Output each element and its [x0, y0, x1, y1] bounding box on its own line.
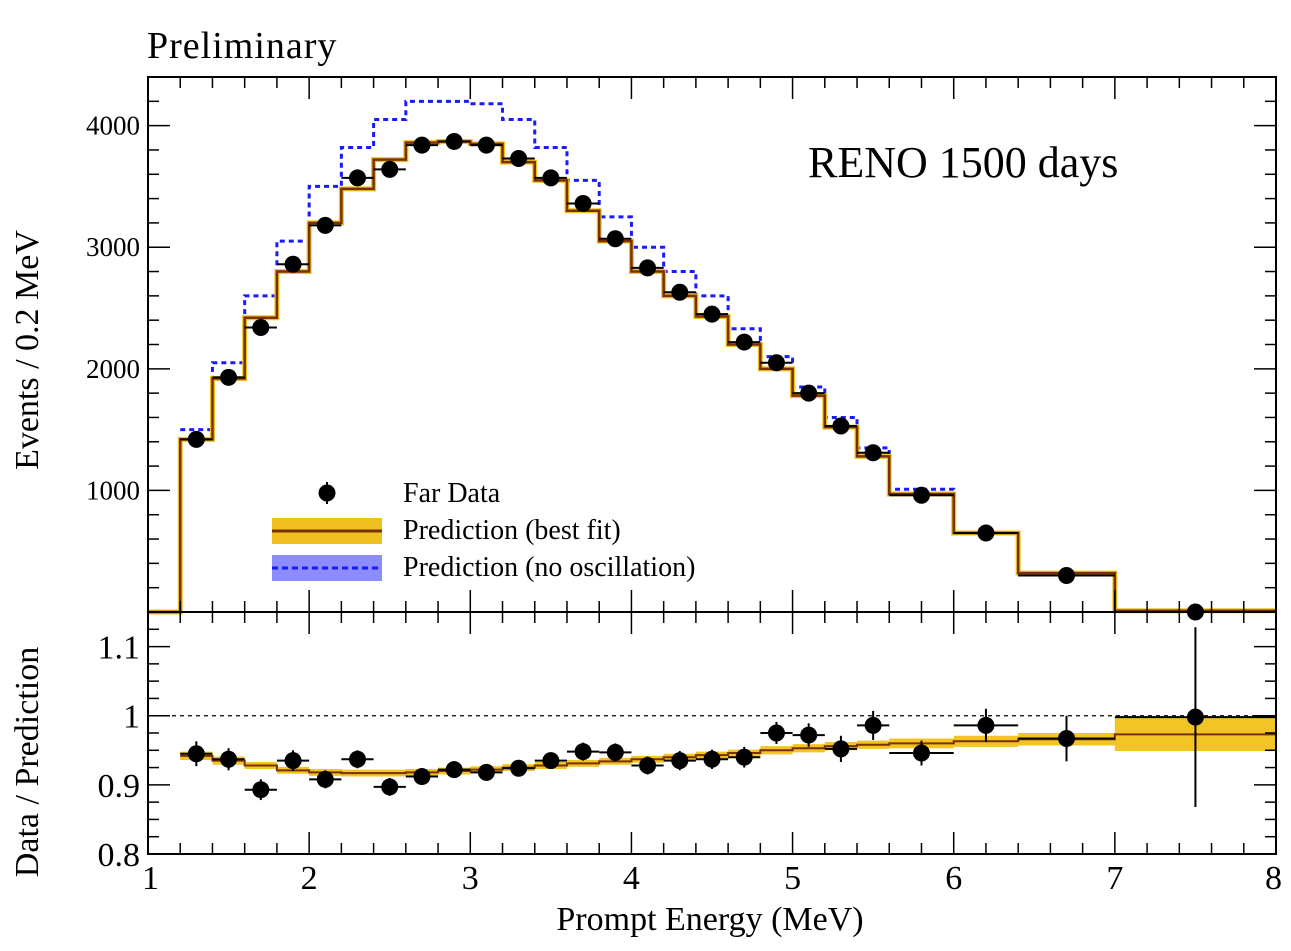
far-data-point: [477, 136, 495, 154]
far-data-point: [348, 169, 366, 187]
ratio-point: [413, 768, 431, 786]
far-data-point: [735, 333, 753, 351]
x-tick-label: 6: [945, 860, 962, 897]
far-data-point: [316, 216, 334, 234]
x-tick-label: 7: [1106, 860, 1123, 897]
upper-y-tick-label: 1000: [86, 475, 140, 505]
ratio-point: [574, 743, 592, 761]
lower-y-tick-label: 1.1: [98, 630, 141, 667]
far-data-point: [703, 305, 721, 323]
plot-frames: 1000 2000 3000 4000 0.8 0.9 1 1.1 1 2 3 4 5 6 7 8: [86, 76, 1282, 897]
ratio-point: [252, 781, 270, 799]
x-tick-label: 3: [462, 860, 479, 897]
ratio-point: [800, 726, 818, 744]
ratio-point: [220, 750, 238, 768]
lower-y-axis-label: Data / Prediction: [9, 647, 46, 877]
lower-y-tick-label: 0.8: [98, 837, 141, 874]
ratio-point: [977, 716, 995, 734]
far-data-point: [284, 255, 302, 273]
ratio-point: [187, 745, 205, 763]
upper-y-tick-label: 4000: [86, 111, 140, 141]
ratio-point: [542, 752, 560, 770]
legend: Far Data Prediction (best fit) Prediction …: [272, 478, 695, 583]
ratio-point: [316, 770, 334, 788]
x-tick-label: 8: [1265, 860, 1282, 897]
preliminary-label: Preliminary: [147, 25, 337, 67]
legend-label-no-osc: Prediction (no oscillation): [403, 552, 695, 583]
ratio-point: [912, 744, 930, 762]
ratio-best-fit-band: [180, 717, 1277, 777]
ratio-point: [767, 724, 785, 742]
ratio-point: [606, 743, 624, 761]
lower-y-tick-label: 0.9: [98, 768, 141, 805]
ratio-point: [510, 759, 528, 777]
far-data-point: [381, 160, 399, 178]
far-data-point: [767, 354, 785, 372]
far-data-point: [510, 149, 528, 167]
ratio-point: [1058, 730, 1076, 748]
far-data-point: [977, 524, 995, 542]
far-data-point: [220, 368, 238, 386]
ratio-point: [735, 748, 753, 766]
no-oscillation-step-line: [180, 99, 1276, 613]
x-tick-label: 2: [301, 860, 318, 897]
far-data-point: [606, 230, 624, 248]
legend-label-far-data: Far Data: [403, 478, 501, 509]
ratio-point: [284, 752, 302, 770]
upper-y-tick-label: 3000: [86, 232, 140, 262]
lower-panel: [148, 627, 1277, 807]
ratio-point: [671, 752, 689, 770]
ratio-best-fit-line: [180, 733, 1276, 775]
far-data-point: [445, 132, 463, 150]
upper-y-tick-label: 2000: [86, 354, 140, 384]
far-data-point: [252, 318, 270, 336]
x-tick-label: 5: [784, 860, 801, 897]
far-data-point: [832, 417, 850, 435]
ratio-point: [832, 740, 850, 758]
x-tick-label: 4: [623, 860, 640, 897]
ratio-point: [1186, 708, 1204, 726]
far-data-point: [864, 444, 882, 462]
upper-panel: [148, 99, 1276, 621]
ratio-point: [348, 750, 366, 768]
far-data-point: [639, 259, 657, 277]
x-tick-label: 1: [142, 860, 159, 897]
ratio-point: [445, 761, 463, 779]
far-data-point: [187, 430, 205, 448]
far-data-point: [800, 384, 818, 402]
lower-y-tick-label: 1: [123, 699, 140, 736]
far-data-point: [912, 486, 930, 504]
upper-y-axis-label: Events / 0.2 MeV: [9, 230, 46, 470]
far-data-point: [1058, 567, 1076, 585]
far-data-point: [413, 136, 431, 154]
ratio-point: [703, 750, 721, 768]
far-data-point: [542, 169, 560, 187]
x-axis-label: Prompt Energy (MeV): [556, 901, 863, 938]
far-data-point: [671, 283, 689, 301]
ratio-point: [477, 763, 495, 781]
far-data-point: [574, 194, 592, 212]
ratio-point: [381, 778, 399, 796]
legend-label-best-fit: Prediction (best fit): [403, 515, 621, 546]
chart-title: RENO 1500 days: [808, 138, 1118, 187]
ratio-point: [639, 756, 657, 774]
ratio-point: [864, 716, 882, 734]
